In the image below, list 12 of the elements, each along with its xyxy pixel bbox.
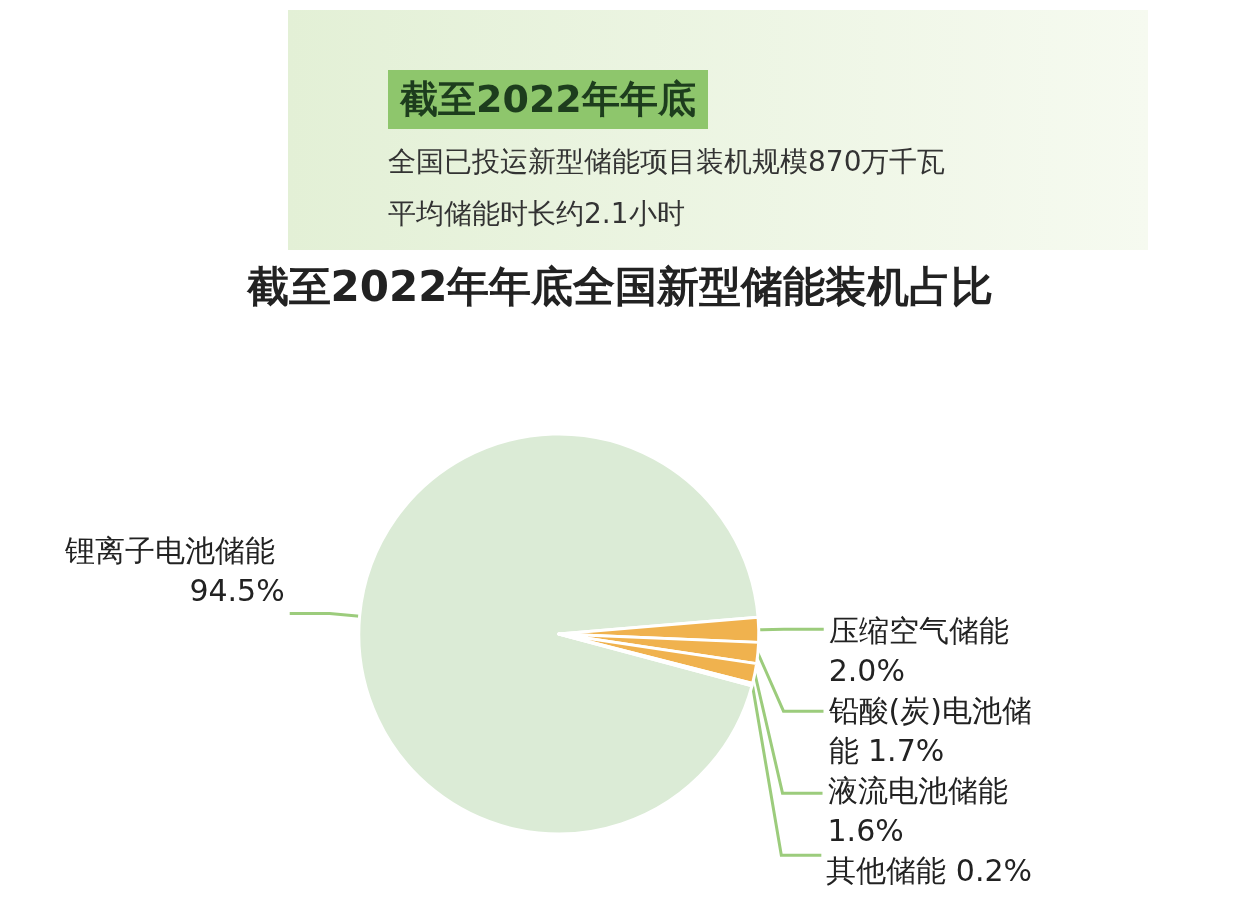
slice-label: 其他储能 0.2% — [826, 852, 1033, 888]
slice-label: 液流电池储能 — [827, 772, 1018, 808]
data-label: 2.0% — [828, 652, 905, 688]
text: 全国已投运新型储能项目装机规模870万千瓦 — [388, 144, 947, 180]
slice-label: 锂离子电池储能 — [64, 532, 285, 568]
slice-label: 铅酸(炭)电池储能 1.7% — [827, 692, 1032, 768]
slice-label: 压缩空气储能 — [828, 612, 1019, 648]
text: 截至2022年年底 — [388, 70, 708, 129]
chart-title: 截至2022年年底全国新型储能装机占比 — [245, 261, 994, 311]
data-label: 94.5% — [189, 572, 285, 608]
data-label: 1.6% — [827, 812, 904, 848]
text: 平均储能时长约2.1小时 — [388, 196, 686, 232]
